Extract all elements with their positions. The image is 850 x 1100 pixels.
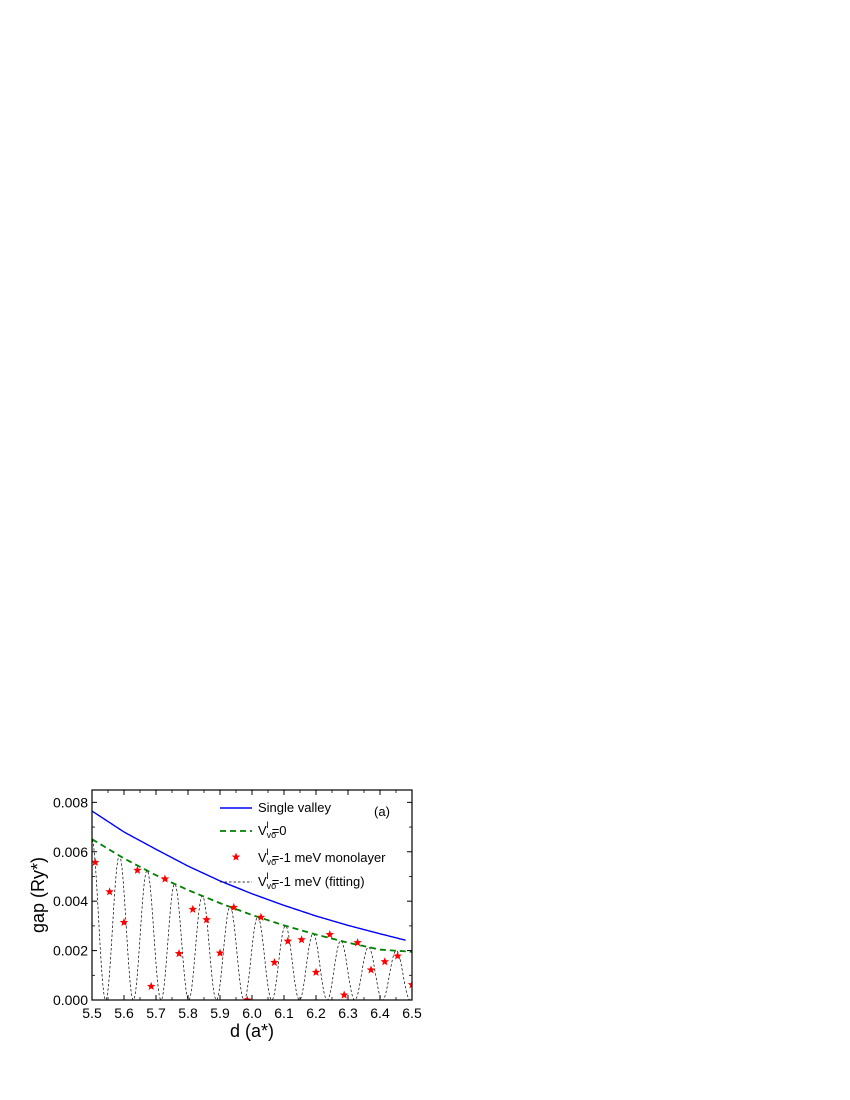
data-point-star bbox=[283, 936, 293, 945]
x-tick-label: 5.8 bbox=[178, 1005, 198, 1021]
data-point-star bbox=[407, 980, 412, 989]
plot-area bbox=[92, 810, 412, 1000]
legend-label-single-valley: Single valley bbox=[258, 800, 331, 815]
data-point-star bbox=[105, 887, 114, 896]
y-axis-label: gap (Ry*) bbox=[28, 857, 48, 933]
y-tick-label: 0.000 bbox=[53, 992, 88, 1008]
x-axis: 5.5 5.6 5.7 5.8 5.9 6.0 6.1 6.2 6.3 6.4 6.5 bbox=[82, 790, 422, 1021]
series-vvo-zero-line bbox=[92, 838, 412, 953]
data-point-star bbox=[270, 957, 279, 967]
data-point-star bbox=[215, 948, 225, 957]
x-tick-label: 5.7 bbox=[146, 1005, 166, 1021]
x-axis-label: d (a*) bbox=[230, 1021, 274, 1041]
data-point-star bbox=[311, 967, 321, 976]
x-tick-label: 6.0 bbox=[242, 1005, 262, 1021]
data-point-star bbox=[92, 857, 100, 867]
legend-label-monolayer: VvoI =-1 meV monolayer bbox=[258, 847, 386, 867]
x-tick-label: 5.6 bbox=[114, 1005, 134, 1021]
series-fitting-line bbox=[92, 838, 412, 1000]
x-tick-label: 5.9 bbox=[210, 1005, 230, 1021]
x-tick-label: 6.3 bbox=[338, 1005, 358, 1021]
data-point-star bbox=[339, 990, 349, 999]
y-tick-label: 0.006 bbox=[53, 844, 88, 860]
x-tick-label: 6.5 bbox=[402, 1005, 422, 1021]
x-tick-label: 6.2 bbox=[306, 1005, 326, 1021]
plot-frame bbox=[91, 789, 413, 1001]
data-point-star bbox=[242, 995, 252, 1000]
panel-label: (a) bbox=[374, 804, 390, 819]
data-point-star bbox=[146, 981, 156, 991]
data-point-star bbox=[133, 865, 142, 874]
x-tick-label: 6.1 bbox=[274, 1005, 294, 1021]
y-tick-label: 0.008 bbox=[53, 794, 88, 810]
data-point-star bbox=[256, 912, 266, 921]
data-point-star bbox=[393, 951, 402, 960]
data-point-star bbox=[353, 938, 362, 947]
data-point-star bbox=[380, 957, 390, 966]
data-point-star bbox=[297, 935, 306, 944]
y-axis: 0.000 0.002 0.004 0.006 0.008 bbox=[53, 794, 412, 1008]
y-tick-label: 0.002 bbox=[53, 943, 88, 959]
legend-swatch-star-icon bbox=[231, 852, 241, 861]
legend: Single valley VvoI =0 VvoI =-1 meV monolayer… bbox=[220, 800, 386, 891]
data-point-star bbox=[119, 917, 129, 927]
data-point-star bbox=[366, 965, 376, 974]
data-point-star bbox=[160, 874, 170, 883]
y-tick-label: 0.004 bbox=[53, 893, 88, 909]
data-point-star bbox=[188, 904, 198, 913]
series-single-valley-line bbox=[92, 810, 406, 941]
data-point-star bbox=[202, 915, 211, 924]
x-tick-label: 5.5 bbox=[82, 1005, 102, 1021]
data-point-star bbox=[325, 930, 335, 939]
data-point-star bbox=[174, 949, 184, 958]
legend-label-fitting: VvoI =-1 meV (fitting) bbox=[258, 871, 365, 891]
x-tick-label: 6.4 bbox=[370, 1005, 390, 1021]
data-point-star bbox=[229, 902, 239, 911]
legend-label-vvo-zero: VvoI =0 bbox=[258, 820, 287, 840]
